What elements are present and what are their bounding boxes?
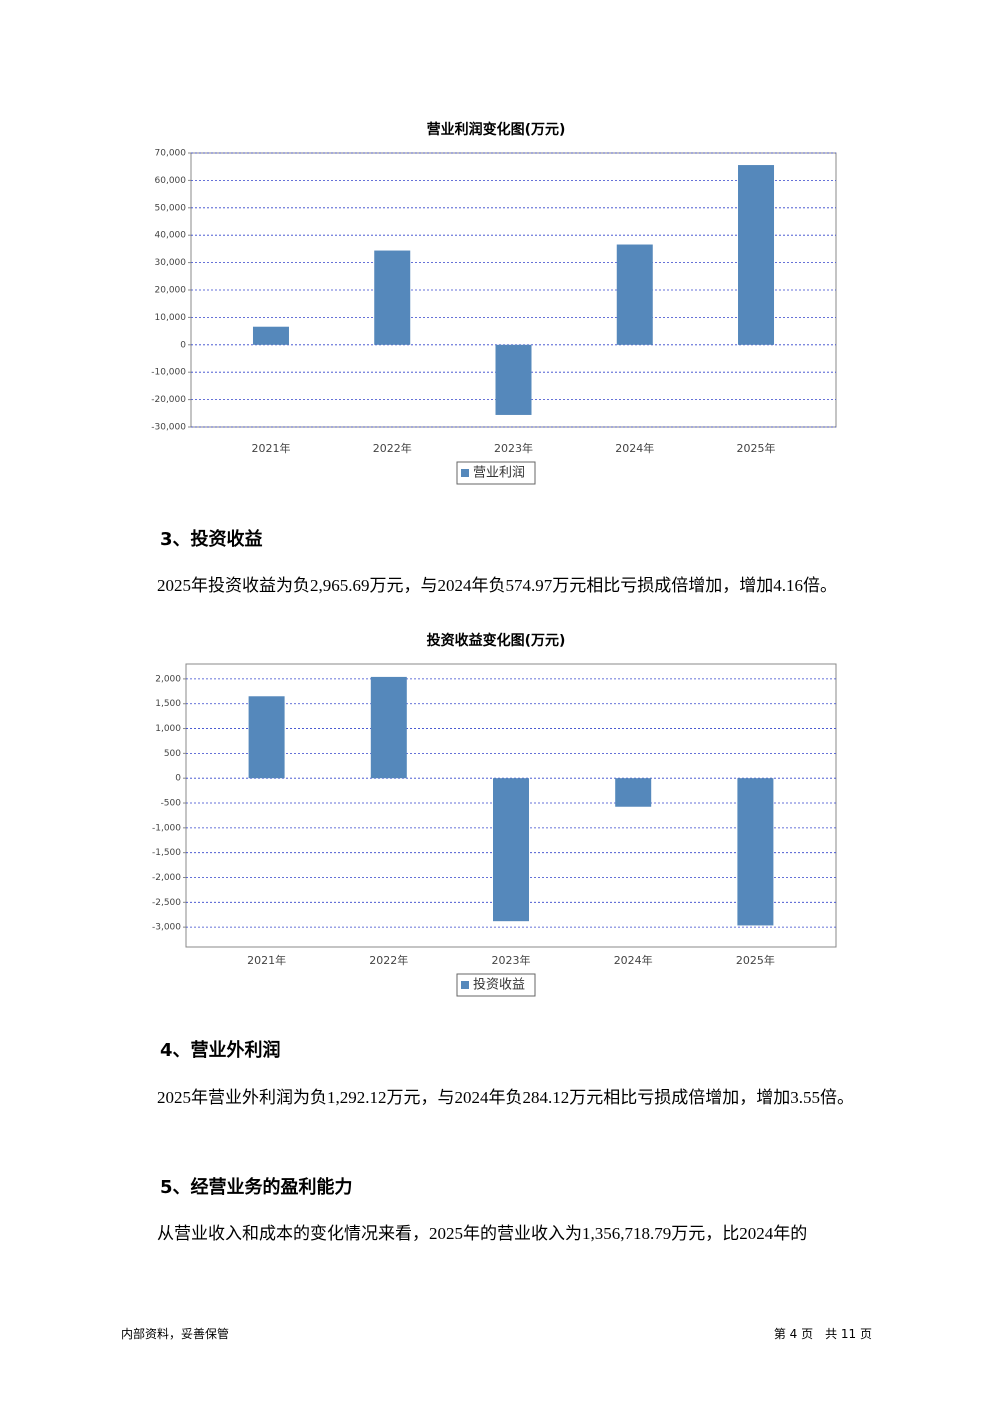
bar [737, 778, 774, 926]
footer-right: 第 4 页 共 11 页 [773, 1327, 872, 1341]
x-tick-label: 2024年 [615, 441, 654, 455]
x-tick-label: 2021年 [251, 441, 290, 455]
y-tick-label: -2,000 [152, 873, 181, 883]
x-tick-label: 2024年 [614, 953, 653, 967]
y-tick-label: -20,000 [151, 395, 186, 405]
y-tick-label: -30,000 [151, 423, 186, 433]
section-heading: 3、投资收益 [160, 529, 263, 550]
y-tick-label: 50,000 [155, 203, 187, 213]
x-tick-label: 2025年 [737, 441, 776, 455]
bar [615, 778, 652, 807]
legend-label: 营业利润 [473, 466, 525, 481]
y-tick-label: -2,500 [152, 898, 181, 908]
legend-label: 投资收益 [473, 977, 525, 993]
x-tick-label: 2023年 [492, 953, 531, 967]
y-tick-label: -1,500 [152, 848, 181, 858]
y-tick-label: -1,000 [152, 823, 181, 833]
x-tick-label: 2023年 [494, 441, 533, 455]
x-tick-label: 2022年 [369, 953, 408, 967]
chart-title: 投资收益变化图(万元) [427, 632, 566, 649]
y-tick-label: 40,000 [155, 231, 187, 241]
y-tick-label: 0 [180, 340, 186, 350]
legend-swatch [461, 981, 469, 989]
paragraph: 2025年营业外利润为负1,292.12万元，与2024年负284.12万元相比… [157, 1088, 854, 1107]
section-heading: 4、营业外利润 [160, 1040, 281, 1061]
y-tick-label: -10,000 [151, 368, 186, 378]
x-tick-label: 2022年 [373, 441, 412, 455]
x-tick-label: 2025年 [736, 953, 775, 967]
paragraph: 从营业收入和成本的变化情况来看，2025年的营业收入为1,356,718.79万… [157, 1224, 808, 1243]
bar [248, 696, 285, 779]
chart-title: 营业利润变化图(万元) [427, 121, 566, 138]
y-tick-label: -3,000 [152, 923, 181, 933]
bar [374, 250, 411, 345]
bar [252, 326, 289, 345]
y-tick-label: 500 [164, 749, 181, 759]
y-tick-label: 30,000 [155, 258, 187, 268]
bar [738, 165, 775, 345]
legend-box [456, 973, 536, 997]
y-tick-label: 20,000 [155, 286, 187, 296]
x-tick-label: 2021年 [247, 953, 286, 967]
y-tick-label: 1,500 [155, 699, 181, 709]
y-tick-label: 1,000 [155, 724, 181, 734]
legend-swatch [461, 469, 469, 477]
section-heading: 5、经营业务的盈利能力 [160, 1177, 353, 1198]
y-tick-label: -500 [161, 799, 182, 809]
y-tick-label: 60,000 [155, 176, 187, 186]
y-tick-label: 0 [175, 774, 181, 784]
y-tick-label: 2,000 [155, 674, 181, 684]
legend-box [456, 461, 536, 485]
bar [370, 676, 407, 779]
paragraph: 2025年投资收益为负2,965.69万元，与2024年负574.97万元相比亏… [157, 576, 837, 595]
bar [493, 778, 529, 922]
y-tick-label: 70,000 [155, 149, 187, 159]
bar [495, 344, 532, 415]
y-tick-label: 10,000 [155, 313, 187, 323]
bar [616, 244, 653, 345]
footer-left: 内部资料，妥善保管 [121, 1327, 230, 1341]
